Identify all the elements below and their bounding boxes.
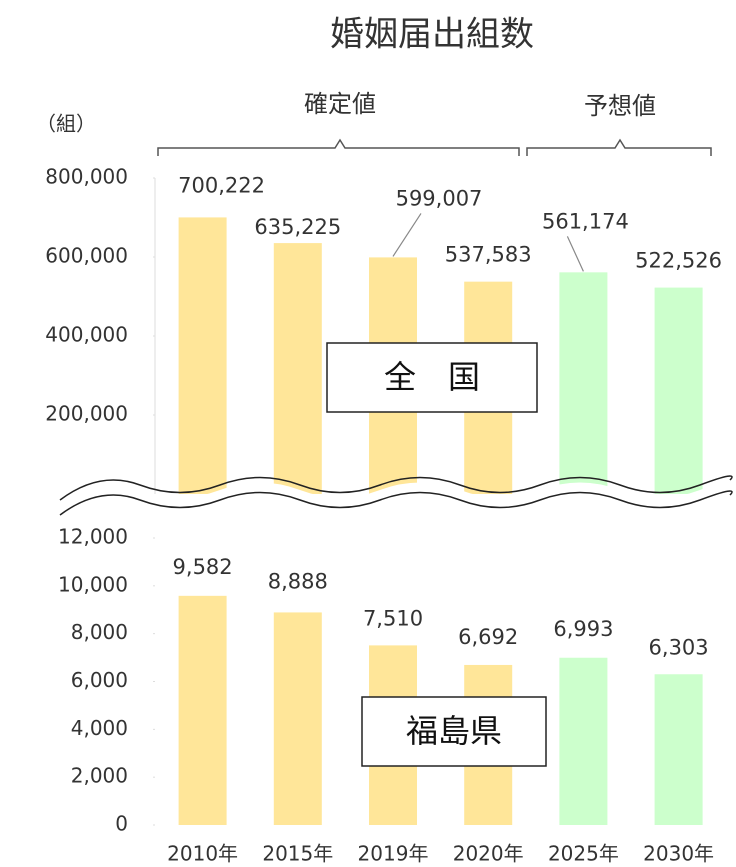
value-label: 700,222 bbox=[178, 173, 265, 197]
y-tick-label: 400,000 bbox=[45, 323, 128, 347]
value-label: 6,303 bbox=[649, 635, 709, 659]
panel-label-box bbox=[326, 342, 538, 413]
chart-title: 婚姻届出組数 bbox=[330, 15, 534, 55]
y-tick-label: 600,000 bbox=[45, 244, 128, 268]
value-label: 6,692 bbox=[458, 625, 518, 649]
x-tick-label: 2020年 bbox=[453, 842, 524, 866]
value-label: 561,174 bbox=[542, 209, 629, 233]
bar bbox=[559, 657, 608, 825]
y-tick-label: 800,000 bbox=[45, 165, 128, 189]
panel-label: 福島県 bbox=[406, 712, 502, 750]
bar bbox=[559, 272, 608, 494]
x-tick-label: 2015年 bbox=[262, 842, 333, 866]
value-label: 6,993 bbox=[553, 617, 613, 641]
value-label: 522,526 bbox=[635, 249, 722, 273]
bracket bbox=[157, 138, 520, 156]
value-label: 599,007 bbox=[396, 186, 483, 210]
leader-line bbox=[392, 213, 422, 257]
bar bbox=[178, 595, 227, 825]
y-tick-label: 6,000 bbox=[71, 668, 128, 692]
y-tick-label: 10,000 bbox=[58, 572, 128, 596]
bar bbox=[273, 612, 322, 825]
x-tick-label: 2030年 bbox=[643, 842, 714, 866]
bracket bbox=[526, 138, 712, 156]
value-label: 8,888 bbox=[268, 569, 328, 593]
panel-label: 全 国 bbox=[384, 358, 480, 396]
y-tick-label: 4,000 bbox=[71, 716, 128, 740]
value-label: 9,582 bbox=[173, 555, 233, 579]
bar bbox=[654, 287, 703, 494]
bar bbox=[178, 217, 227, 495]
y-tick-label: 8,000 bbox=[71, 620, 128, 644]
value-label: 537,583 bbox=[445, 243, 532, 267]
leader-line bbox=[566, 236, 584, 272]
y-tick-label: 200,000 bbox=[45, 402, 128, 426]
y-axis-label: （組） bbox=[36, 112, 96, 136]
x-tick-label: 2025年 bbox=[548, 842, 619, 866]
panel-label-box bbox=[361, 696, 547, 767]
value-label: 635,225 bbox=[254, 215, 341, 239]
bar bbox=[654, 674, 703, 825]
annotation: 予想値 bbox=[584, 92, 656, 120]
axis-break-line bbox=[59, 490, 733, 516]
value-label: 7,510 bbox=[363, 606, 423, 630]
annotation: 確定値 bbox=[304, 90, 376, 118]
axis-break bbox=[60, 481, 732, 518]
bar bbox=[273, 243, 322, 494]
y-tick-label: 12,000 bbox=[58, 525, 128, 549]
y-tick-label: 2,000 bbox=[71, 764, 128, 788]
x-tick-label: 2010年 bbox=[167, 842, 238, 866]
x-tick-label: 2019年 bbox=[358, 842, 429, 866]
axis-break-line bbox=[59, 475, 733, 501]
y-tick-label: 0 bbox=[115, 812, 128, 836]
